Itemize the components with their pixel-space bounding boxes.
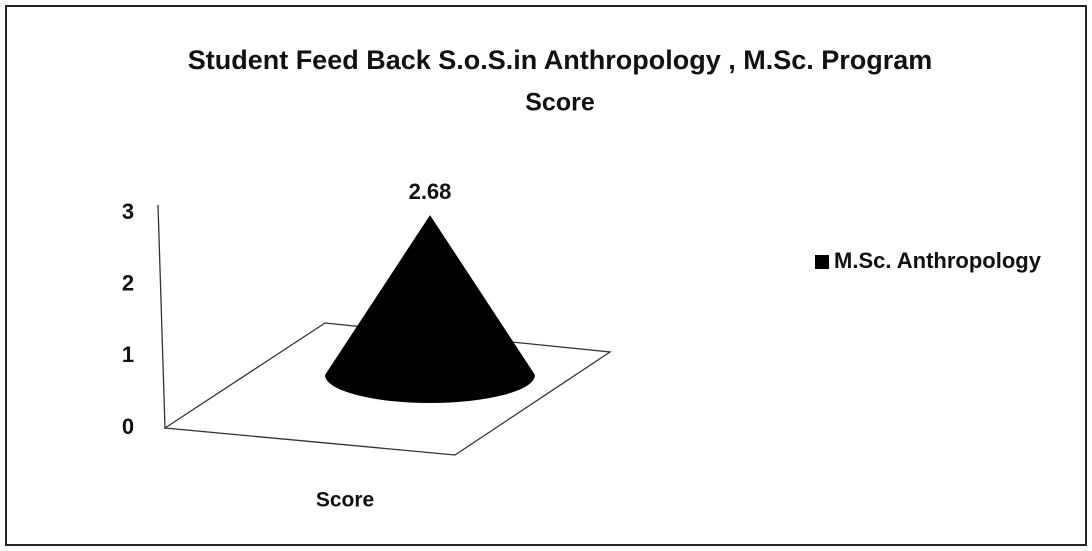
y-tick-label: 1: [122, 342, 134, 367]
floor: [163, 322, 612, 456]
chart-title: Student Feed Back S.o.S.in Anthropology …: [188, 45, 933, 75]
chart-subtitle: Score: [525, 89, 595, 117]
y-tick-label: 2: [122, 270, 134, 295]
y-axis: [157, 204, 166, 429]
cone: [325, 215, 535, 403]
data-label: 2.68: [409, 179, 452, 204]
legend-label: M.Sc. Anthropology: [834, 248, 1042, 273]
y-tick-label: 0: [122, 414, 134, 439]
legend-swatch: [815, 255, 829, 269]
x-tick-label: Score: [316, 489, 374, 512]
chart-border: [5, 5, 1087, 546]
y-tick-label: 3: [122, 199, 134, 224]
